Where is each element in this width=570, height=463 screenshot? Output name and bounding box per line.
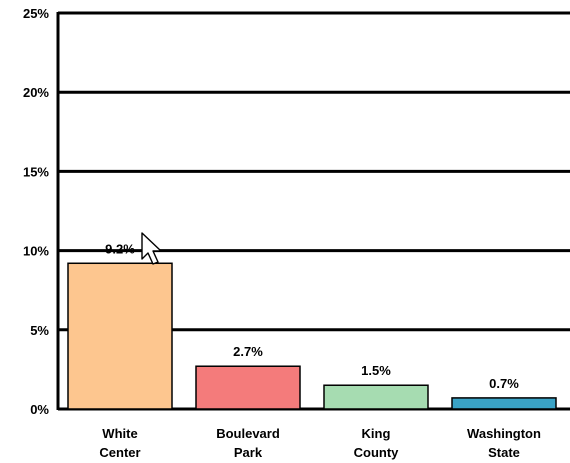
y-tick-label: 25% [23, 6, 49, 21]
category-label: King [362, 426, 391, 441]
y-axis-tick-labels: 0% 5% 10% 15% 20% 25% [23, 6, 49, 417]
y-tick-label: 15% [23, 164, 49, 179]
bar [67, 262, 173, 410]
data-label: 2.7% [233, 344, 263, 359]
bar [195, 365, 301, 410]
mouse-pointer-icon [141, 232, 162, 265]
category-label: Boulevard [216, 426, 280, 441]
category-label: Washington [467, 426, 541, 441]
category-label: County [354, 445, 400, 460]
data-label: 9.2% [105, 241, 135, 256]
y-tick-label: 20% [23, 85, 49, 100]
y-tick-label: 5% [30, 323, 49, 338]
bar [451, 397, 557, 410]
data-label: 1.5% [361, 363, 391, 378]
data-labels: 9.2% 2.7% 1.5% 0.7% [105, 241, 519, 391]
category-labels: White Center Boulevard Park King County Washin… [99, 426, 541, 460]
category-label: White [102, 426, 137, 441]
data-label: 0.7% [489, 376, 519, 391]
y-tick-label: 10% [23, 244, 49, 259]
category-label: Center [99, 445, 140, 460]
category-label: State [488, 445, 520, 460]
bars [67, 262, 557, 410]
category-label: Park [234, 445, 263, 460]
y-tick-label: 0% [30, 402, 49, 417]
bar [323, 384, 429, 410]
